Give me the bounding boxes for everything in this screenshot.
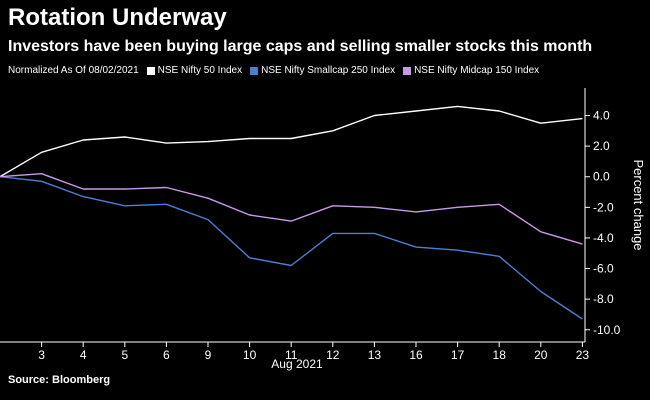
x-tick-label: 9 — [205, 348, 212, 362]
x-tick-label: 20 — [534, 348, 548, 362]
x-tick-label: 16 — [409, 348, 423, 362]
x-tick-label: 23 — [576, 348, 590, 362]
legend-note-text: Normalized As Of 08/02/2021 — [8, 65, 139, 76]
series-line-nse-nifty-smallcap-250-index — [0, 176, 583, 320]
x-tick-label: 3 — [38, 348, 45, 362]
y-tick-label: -4.0 — [593, 231, 614, 245]
x-tick-label: 4 — [80, 348, 87, 362]
legend-label: NSE Nifty Midcap 150 Index — [414, 65, 540, 76]
chart-title: Rotation Underway — [8, 4, 227, 31]
legend-label: NSE Nifty Smallcap 250 Index — [261, 65, 396, 76]
y-tick-label: -10.0 — [593, 323, 621, 337]
x-tick-label: 17 — [451, 348, 465, 362]
x-tick-label: 13 — [368, 348, 382, 362]
legend-swatch — [146, 66, 155, 75]
legend-item-midcap: NSE Nifty Midcap 150 Index — [403, 65, 539, 76]
legend-swatch — [403, 66, 412, 75]
x-tick-label: 11 — [285, 348, 298, 362]
x-tick-label: 18 — [493, 348, 507, 362]
x-tick-label: 6 — [163, 348, 170, 362]
legend: Normalized As Of 08/02/2021 NSE Nifty 50… — [8, 65, 547, 76]
x-tick-label: 12 — [326, 348, 340, 362]
y-axis-label: Percent change — [631, 159, 646, 250]
x-tick-label: 5 — [121, 348, 128, 362]
legend-item-smallcap: NSE Nifty Smallcap 250 Index — [250, 65, 395, 76]
legend-label: NSE Nifty 50 Index — [157, 65, 243, 76]
y-tick-label: 4.0 — [593, 109, 610, 123]
y-tick-label: -2.0 — [593, 200, 614, 214]
x-tick-label: 10 — [243, 348, 257, 362]
chart-axes: 4.0 2.0 0.0 -2.0 -4.0 -6.0 -8.0 -10.0 3 4 5 6 9 10 11 1… — [0, 88, 621, 362]
legend-swatch — [250, 66, 259, 75]
chart-series — [0, 105, 583, 320]
x-axis-label: Aug 2021 — [271, 357, 323, 371]
y-tick-label: -6.0 — [593, 262, 614, 276]
chart-subtitle: Investors have been buying large caps an… — [8, 38, 593, 55]
legend-item-nifty50: NSE Nifty 50 Index — [146, 65, 243, 76]
y-tick-label: 0.0 — [593, 170, 610, 184]
y-tick-label: 2.0 — [593, 139, 610, 153]
source-note: Source: Bloomberg — [8, 374, 111, 386]
y-tick-label: -8.0 — [593, 292, 614, 306]
series-line-nse-nifty-50-index — [0, 105, 583, 178]
series-line-nse-nifty-midcap-150-index — [0, 172, 583, 245]
legend-note: Normalized As Of 08/02/2021 — [8, 65, 139, 76]
